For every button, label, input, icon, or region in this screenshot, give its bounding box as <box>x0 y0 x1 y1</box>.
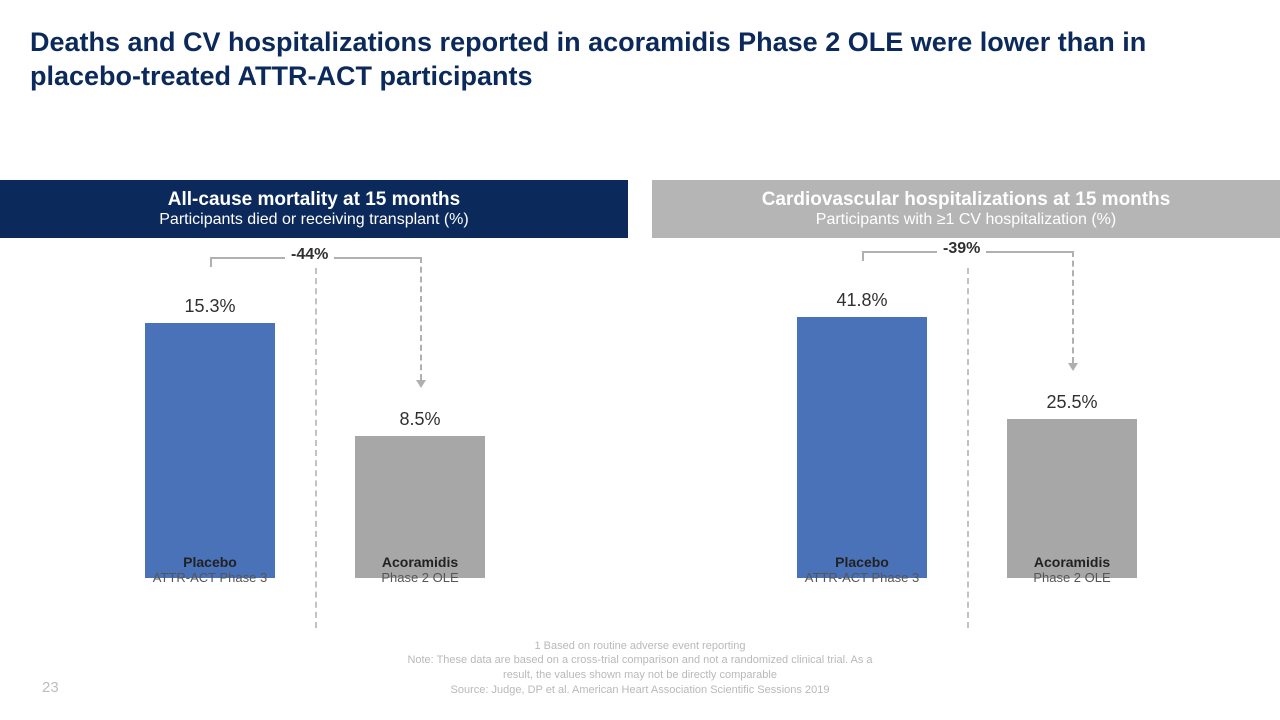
panel-header-mortality: All-cause mortality at 15 months Partici… <box>0 180 628 238</box>
delta-bracket: -44% <box>0 248 628 578</box>
panel-title: All-cause mortality at 15 months <box>168 189 460 211</box>
slide: Deaths and CV hospitalizations reported … <box>0 0 1280 720</box>
panel-subtitle: Participants with ≥1 CV hospitalization … <box>816 211 1116 229</box>
footnote-line: Note: These data are based on a cross-tr… <box>0 653 1280 668</box>
panel-title: Cardiovascular hospitalizations at 15 mo… <box>762 189 1171 211</box>
panels-row: All-cause mortality at 15 months Partici… <box>0 180 1280 620</box>
chart-mortality: 15.3%PlaceboATTR-ACT Phase 38.5%Acoramid… <box>0 248 628 578</box>
delta-label: -44% <box>285 246 334 264</box>
delta-label: -39% <box>937 240 986 258</box>
panel-subtitle: Participants died or receiving transplan… <box>159 211 468 229</box>
chart-cv-hosp: 41.8%PlaceboATTR-ACT Phase 325.5%Acorami… <box>652 248 1280 578</box>
footnote-line: Source: Judge, DP et al. American Heart … <box>0 683 1280 698</box>
panel-header-cv-hosp: Cardiovascular hospitalizations at 15 mo… <box>652 180 1280 238</box>
footnote-line: 1 Based on routine adverse event reporti… <box>0 639 1280 654</box>
footnote-line: result, the values shown may not be dire… <box>0 668 1280 683</box>
arrow-down-icon <box>416 380 426 388</box>
page-number: 23 <box>42 679 59 696</box>
footnotes: 1 Based on routine adverse event reporti… <box>0 639 1280 698</box>
delta-bracket: -39% <box>652 248 1280 578</box>
slide-title: Deaths and CV hospitalizations reported … <box>30 26 1250 94</box>
panel-cv-hosp: Cardiovascular hospitalizations at 15 mo… <box>652 180 1280 620</box>
arrow-down-icon <box>1068 363 1078 371</box>
panel-mortality: All-cause mortality at 15 months Partici… <box>0 180 628 620</box>
